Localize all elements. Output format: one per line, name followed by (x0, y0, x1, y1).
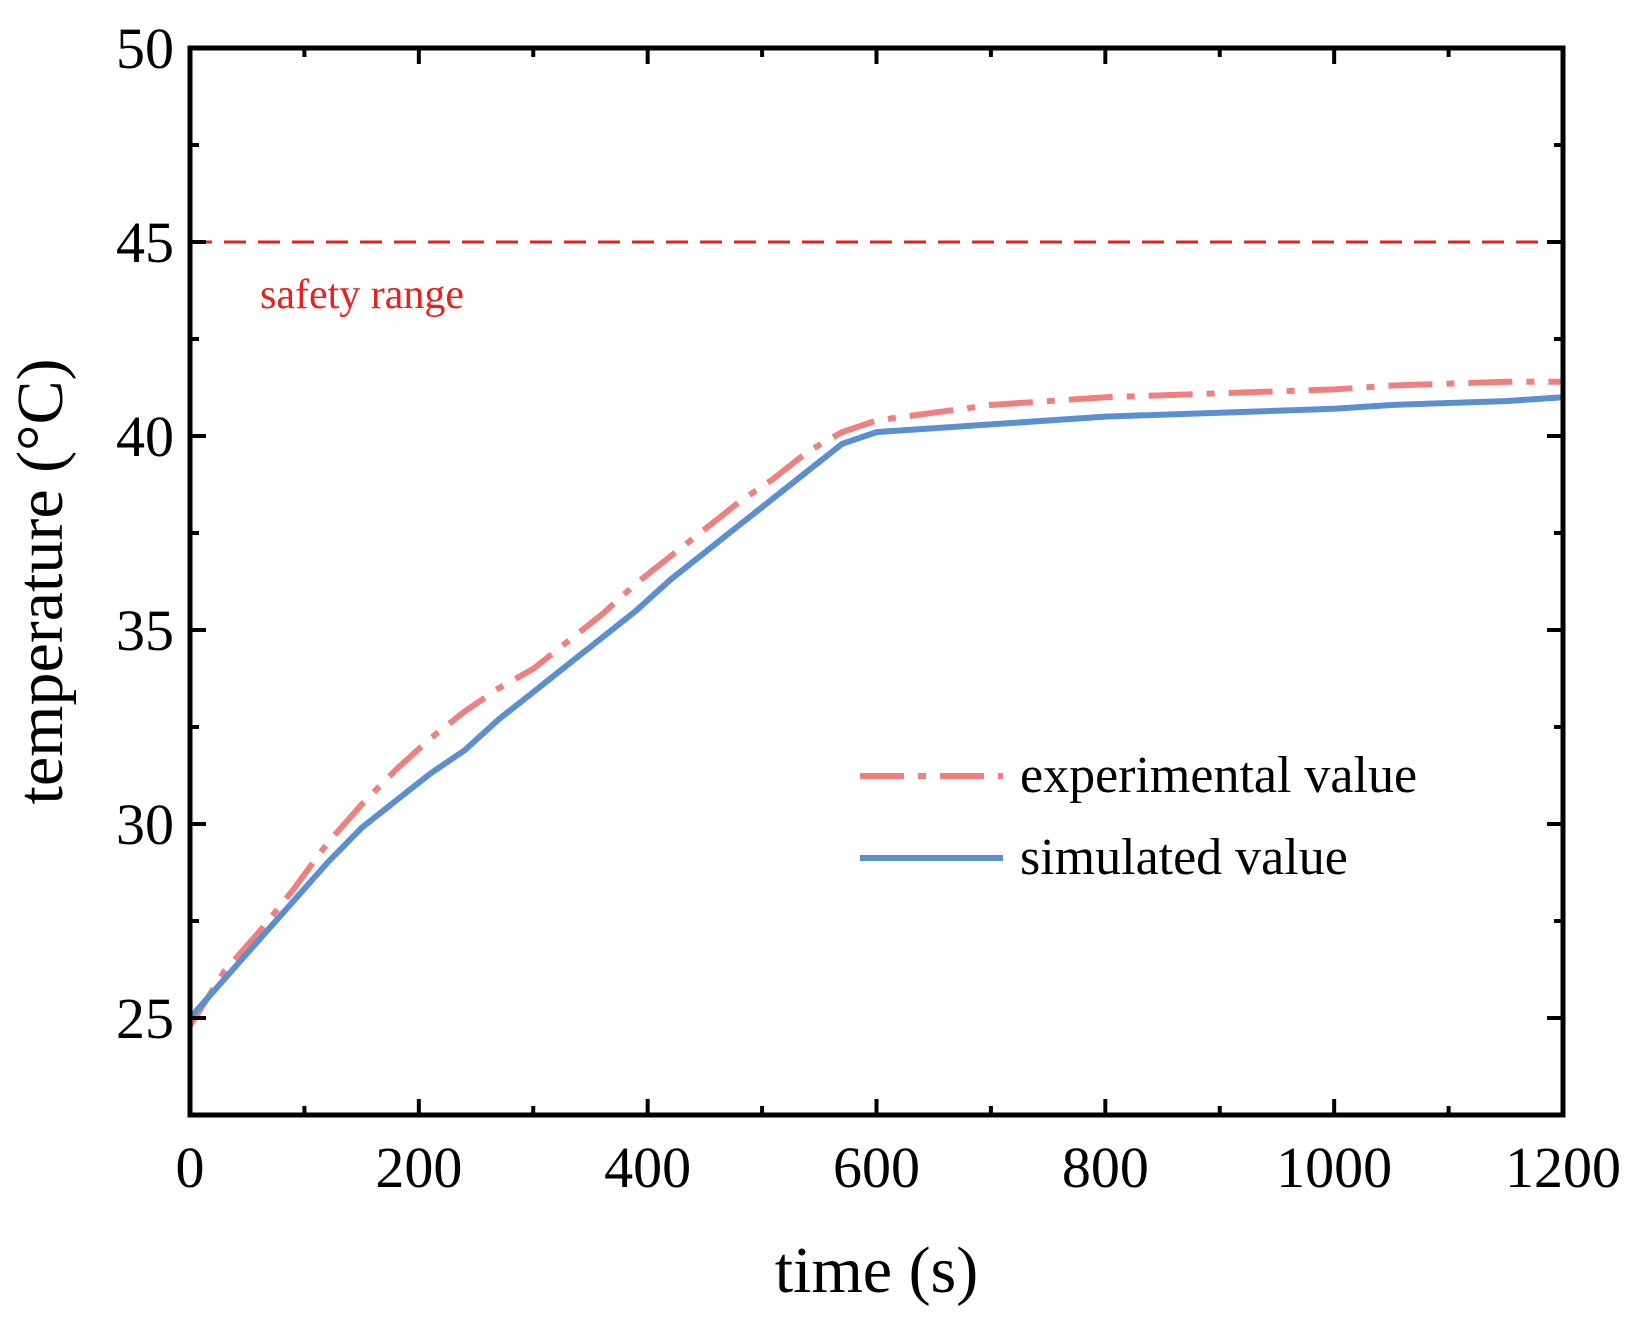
y-tick-label: 25 (116, 986, 174, 1051)
legend: experimental value simulated value (860, 747, 1417, 886)
axes: 0 200 400 600 800 1000 1200 25 30 35 40 45 50 time (s… (4, 16, 1621, 1307)
plot-area: safety range (187, 240, 1564, 1028)
y-tick-label: 40 (116, 404, 174, 469)
x-tick-label: 0 (176, 1135, 205, 1200)
safety-range-label: safety range (260, 272, 464, 318)
y-tick-label: 50 (116, 16, 174, 81)
series-line-experimental (187, 378, 1563, 1028)
x-tick-label: 800 (1062, 1135, 1149, 1200)
y-tick-label: 45 (116, 210, 174, 275)
x-tick-label: 200 (375, 1135, 462, 1200)
y-axis-title: temperature (°C) (4, 358, 77, 804)
x-tick-label: 400 (604, 1135, 691, 1200)
x-tick-label: 1000 (1276, 1135, 1392, 1200)
x-tick-label: 1200 (1505, 1135, 1621, 1200)
legend-label-experimental: experimental value (1020, 747, 1417, 804)
plot-frame (187, 45, 1566, 1118)
series-line-simulated (187, 394, 1564, 1020)
legend-label-simulated: simulated value (1020, 829, 1348, 886)
y-tick-label: 30 (116, 792, 174, 857)
x-axis-title: time (s) (775, 1234, 978, 1307)
x-tick-label: 600 (833, 1135, 920, 1200)
y-tick-label: 35 (116, 598, 174, 663)
